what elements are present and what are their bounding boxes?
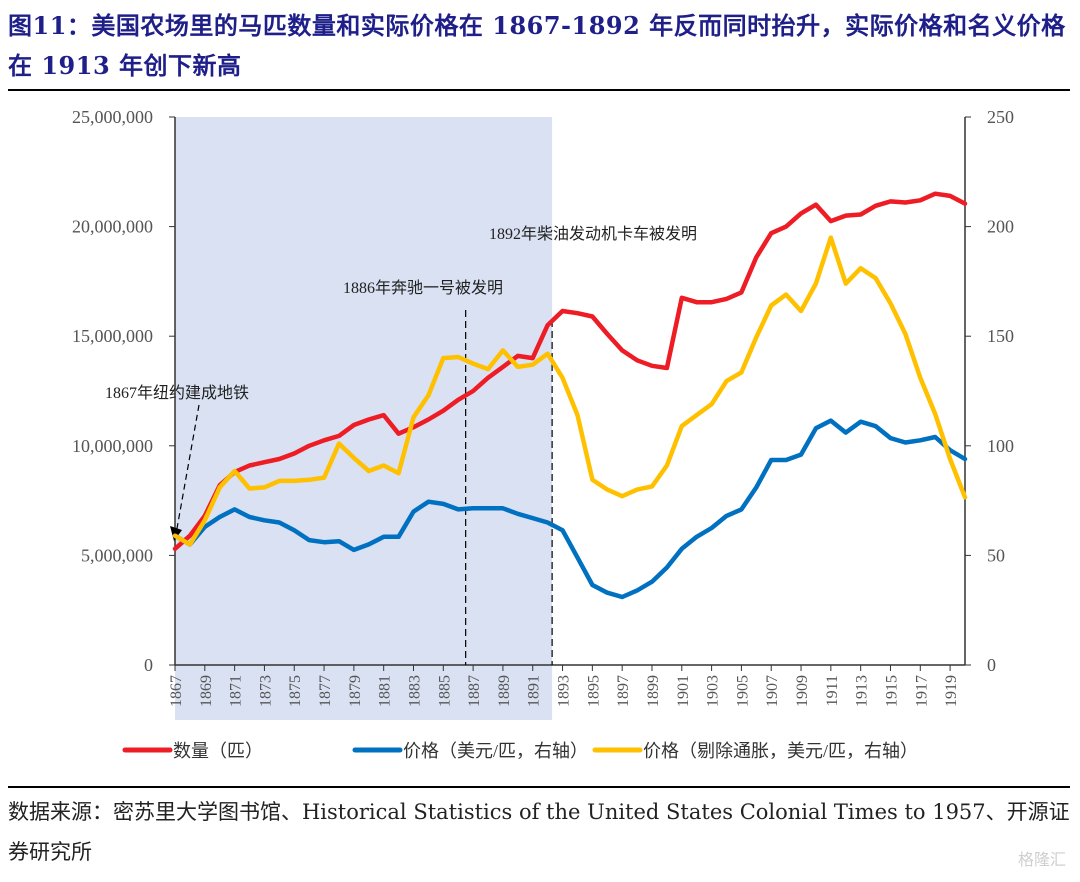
y-left-tick-label: 15,000,000 <box>72 326 153 346</box>
x-tick-label: 1889 <box>496 675 513 707</box>
x-tick-label: 1881 <box>377 675 394 707</box>
x-tick-label: 1901 <box>675 675 692 707</box>
y-right-tick-label: 200 <box>987 217 1014 237</box>
x-tick-label: 1879 <box>347 675 364 707</box>
legend-label-2: 价格（剔除通胀，美元/匹，右轴） <box>643 741 918 761</box>
x-tick-label: 1885 <box>436 675 453 707</box>
annotation-benz: 1886年奔驰一号被发明 <box>343 279 503 297</box>
y-right-tick-label: 100 <box>987 436 1014 456</box>
annotation-arrow-line <box>175 404 200 535</box>
y-right-tick-label: 0 <box>987 655 996 675</box>
y-left-tick-label: 5,000,000 <box>81 545 153 565</box>
x-tick-label: 1869 <box>198 675 215 707</box>
source-divider <box>8 786 1070 788</box>
x-tick-label: 1895 <box>585 675 602 707</box>
annotation-diesel: 1892年柴油发动机卡车被发明 <box>489 225 697 243</box>
series-line-2 <box>172 235 968 547</box>
x-tick-label: 1899 <box>645 675 662 707</box>
x-tick-label: 1919 <box>943 675 960 707</box>
x-tick-label: 1883 <box>406 675 423 707</box>
x-tick-label: 1911 <box>824 675 841 706</box>
series-line-1 <box>172 418 968 600</box>
x-tick-label: 1867 <box>168 675 185 707</box>
data-source: 数据来源：密苏里大学图书馆、Historical Statistics of t… <box>8 800 1070 864</box>
x-tick-label: 1887 <box>466 675 483 707</box>
x-tick-label: 1903 <box>705 675 722 707</box>
y-right-tick-label: 50 <box>987 545 1005 565</box>
x-tick-label: 1873 <box>257 675 274 707</box>
y-left-tick-label: 0 <box>144 655 153 675</box>
x-tick-label: 1875 <box>287 675 304 707</box>
x-tick-label: 1907 <box>764 675 781 707</box>
x-tick-label: 1917 <box>913 675 930 707</box>
title-divider <box>8 89 1070 91</box>
y-left-tick-label: 10,000,000 <box>72 436 153 456</box>
y-left-tick-label: 25,000,000 <box>72 107 153 127</box>
x-tick-label: 1913 <box>854 675 871 707</box>
annotation-arrow-head <box>170 526 182 541</box>
x-tick-label: 1905 <box>734 675 751 707</box>
y-right-tick-label: 150 <box>987 326 1014 346</box>
x-tick-label: 1871 <box>228 675 245 707</box>
x-tick-label: 1893 <box>556 675 573 707</box>
x-tick-label: 1891 <box>526 675 543 707</box>
legend-label-0: 数量（匹） <box>173 741 263 761</box>
y-left-tick-label: 20,000,000 <box>72 217 153 237</box>
legend-label-1: 价格（美元/匹，右轴） <box>403 741 588 761</box>
series-line-0 <box>172 191 968 552</box>
x-tick-label: 1909 <box>794 675 811 707</box>
annotation-subway: 1867年纽约建成地铁 <box>105 384 249 402</box>
x-tick-label: 1877 <box>317 675 334 707</box>
x-tick-label: 1915 <box>883 675 900 707</box>
x-tick-label: 1897 <box>615 675 632 707</box>
shaded-region <box>175 117 553 720</box>
figure-title: 图11：美国农场里的马匹数量和实际价格在 1867-1892 年反而同时抬升，实… <box>8 11 1066 80</box>
chart: 0 5,000,000 10,000,000 15,000,000 20,000,000… <box>72 107 1014 761</box>
watermark-logo: 格隆汇 <box>1017 850 1066 869</box>
y-right-tick-label: 250 <box>987 107 1014 127</box>
